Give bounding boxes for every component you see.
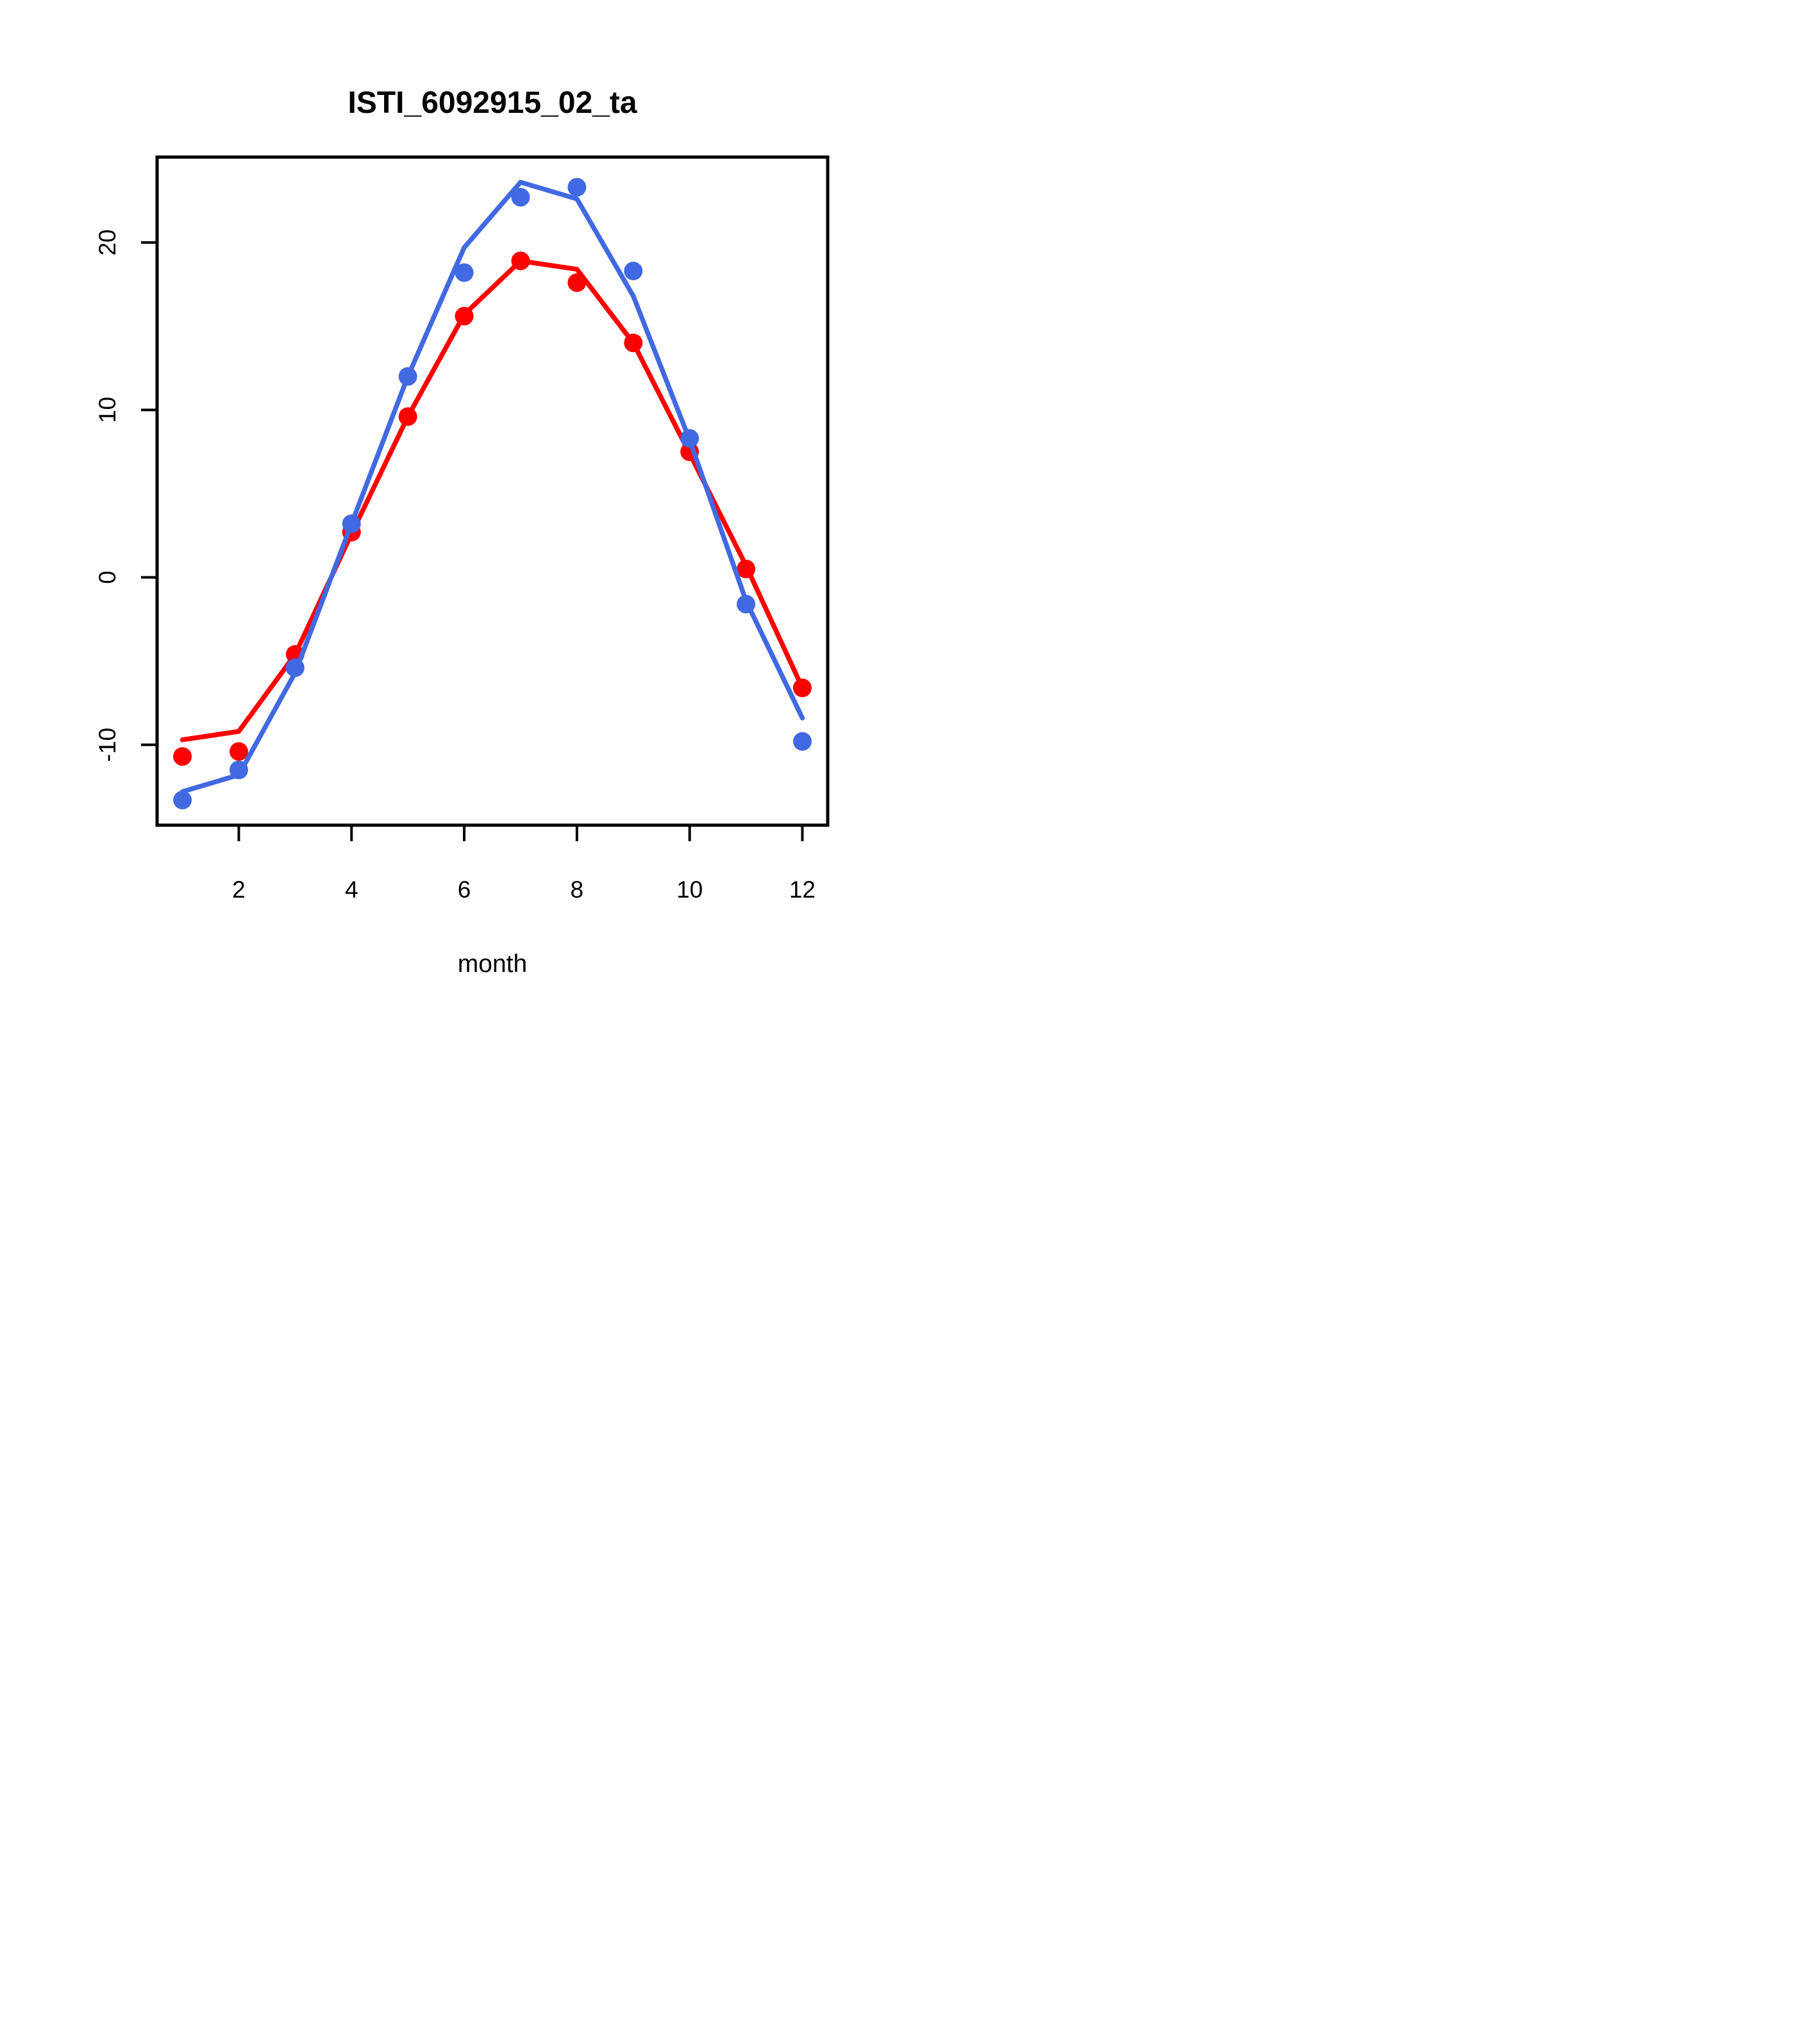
data-point-red-points-m12 <box>792 678 812 698</box>
data-point-blue-points-m6 <box>455 263 474 282</box>
data-point-blue-points-m1 <box>173 791 192 810</box>
data-point-red-points-m1 <box>173 747 192 766</box>
plot-layer: 2 4 6 8 10 12 -10 0 10 20 <box>94 155 830 903</box>
data-point-blue-points-m8 <box>567 178 587 197</box>
data-point-blue-points-m10 <box>680 429 699 448</box>
x-tick-label: 2 <box>232 876 246 903</box>
chart-title: ISTI_6092915_02_ta <box>347 86 637 120</box>
data-point-blue-points-m9 <box>624 262 643 281</box>
x-axis-label: month <box>458 950 527 978</box>
temperature-chart: ISTI_6092915_02_ta 2 4 6 8 10 12 -10 0 10 20 mont… <box>0 0 908 1022</box>
x-tick-label: 6 <box>458 876 471 903</box>
y-tick-label: 20 <box>94 230 121 256</box>
data-point-blue-points-m11 <box>737 594 756 614</box>
data-point-blue-points-m12 <box>792 732 812 751</box>
y-tick-label: 0 <box>94 571 121 584</box>
x-tick-label: 4 <box>345 876 358 903</box>
data-point-blue-points-m4 <box>342 514 361 533</box>
data-point-red-points-m2 <box>229 742 248 761</box>
data-point-blue-points-m5 <box>398 367 417 386</box>
data-point-red-points-m9 <box>624 333 643 353</box>
y-tick-label: 10 <box>94 397 121 423</box>
data-point-red-points-m6 <box>455 306 474 326</box>
r-plot-figure: ISTI_6092915_02_ta 2 4 6 8 10 12 -10 0 10 20 mont… <box>0 0 908 1022</box>
plot-box <box>155 155 830 827</box>
chart-background <box>0 0 908 1022</box>
data-point-red-points-m11 <box>737 559 756 578</box>
x-tick-label: 10 <box>676 876 703 903</box>
x-tick-label: 8 <box>571 876 584 903</box>
data-point-red-points-m7 <box>511 251 530 271</box>
data-point-red-points-m8 <box>567 273 587 292</box>
data-point-red-points-m5 <box>398 407 417 426</box>
y-tick-label: -10 <box>94 728 121 762</box>
x-tick-label: 12 <box>789 876 816 903</box>
data-point-blue-points-m2 <box>229 760 248 780</box>
series-blue-line <box>180 180 805 794</box>
data-point-blue-points-m3 <box>285 658 305 678</box>
data-point-blue-points-m7 <box>511 188 530 207</box>
